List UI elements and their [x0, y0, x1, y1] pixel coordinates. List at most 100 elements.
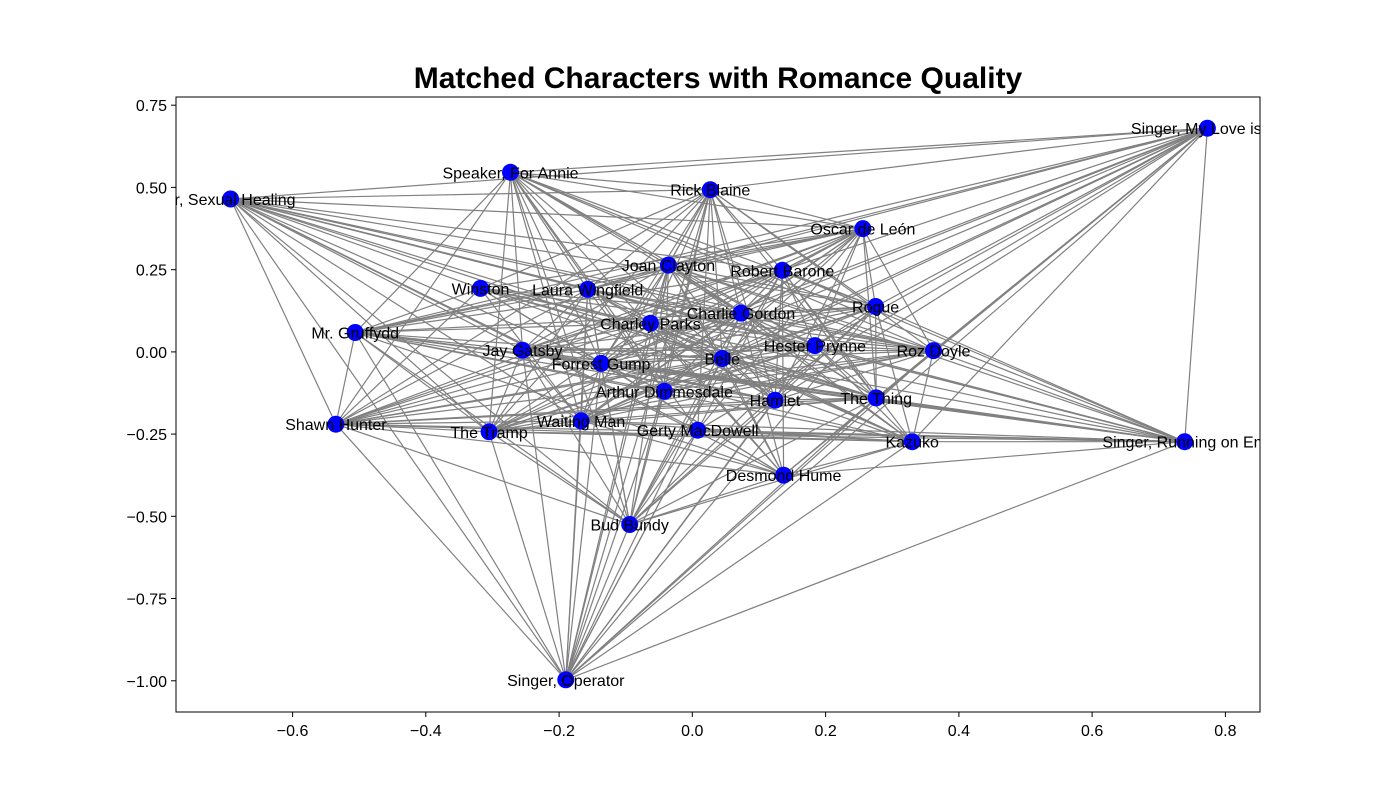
edges-layer — [230, 127, 1208, 681]
network-edge — [782, 269, 1185, 443]
network-edge — [355, 269, 783, 334]
network-edge — [911, 350, 935, 442]
network-edge — [709, 189, 742, 314]
network-edge — [876, 397, 1185, 443]
network-edge — [600, 322, 651, 364]
network-edge — [488, 350, 934, 433]
network-edge — [601, 362, 1185, 443]
network-edge — [565, 323, 651, 680]
y-tick-label: 0.50 — [136, 180, 167, 197]
network-edge — [629, 399, 776, 525]
node-label: Roz Doyle — [897, 344, 971, 361]
network-edge — [480, 189, 711, 289]
network-edge — [580, 363, 602, 422]
node-label: Belle — [705, 352, 741, 369]
network-edge — [740, 312, 934, 352]
network-node — [327, 415, 345, 433]
network-node — [766, 391, 784, 409]
network-edge — [230, 198, 602, 364]
network-node — [641, 314, 659, 332]
node-label: Jay Gatsby — [482, 343, 562, 360]
network-edge — [565, 306, 877, 681]
node-label: Mr. Gruffydd — [311, 326, 399, 343]
network-edge — [668, 264, 876, 308]
network-edge — [565, 429, 699, 681]
node-label: Charlie Gordon — [687, 306, 796, 323]
network-edge — [230, 198, 876, 308]
network-edge — [565, 441, 913, 681]
network-edge — [580, 189, 711, 422]
network-edge — [649, 322, 785, 476]
node-label: Bud Bundy — [591, 518, 669, 535]
network-node — [222, 190, 240, 208]
network-edge — [230, 198, 523, 351]
network-edge — [709, 189, 783, 271]
network-node — [579, 280, 597, 298]
network-edge — [230, 198, 337, 425]
network-edge — [783, 441, 1185, 476]
node-label: Winston — [452, 281, 510, 298]
network-edge — [587, 127, 1208, 290]
x-axis: −0.6 −0.4 −0.2 0.0 0.2 0.4 0.6 0.8 — [277, 712, 1237, 740]
node-label: Forrest Gump — [552, 356, 651, 373]
network-edge — [488, 345, 816, 433]
network-edge — [335, 332, 356, 425]
network-edge — [650, 312, 742, 324]
node-label: Singer, My Love is Yo — [1131, 121, 1284, 138]
node-label: The Tramp — [450, 425, 527, 442]
network-node — [689, 421, 707, 439]
network-edge — [587, 189, 711, 290]
network-edge — [740, 312, 816, 347]
network-edge — [230, 127, 1208, 200]
network-node — [1176, 433, 1194, 451]
node-label: Robert Barone — [730, 263, 834, 280]
network-edge — [580, 420, 784, 476]
network-edge — [335, 288, 588, 425]
network-edge — [355, 288, 588, 334]
network-edge — [335, 287, 481, 425]
node-label: Oscar de León — [810, 222, 915, 239]
network-edge — [721, 358, 785, 476]
network-edge — [814, 305, 876, 347]
network-edge — [600, 363, 631, 525]
network-edge — [650, 322, 934, 352]
network-edge — [587, 264, 669, 290]
network-node — [346, 324, 364, 341]
network-node — [854, 220, 872, 238]
node-label: Gerty MacDowell — [637, 423, 759, 440]
network-edge — [355, 312, 742, 334]
node-label: Desmond Hume — [726, 468, 842, 485]
network-edge — [668, 264, 934, 352]
network-node — [621, 516, 639, 533]
network-edge — [710, 127, 1208, 191]
network-edge — [581, 420, 1185, 443]
network-edge — [522, 345, 815, 351]
network-edge — [488, 357, 723, 433]
x-tick-label: 0.6 — [1081, 723, 1103, 740]
network-edge — [874, 306, 877, 398]
network-edge — [629, 312, 742, 525]
network-edge — [355, 287, 481, 334]
network-edge — [509, 172, 631, 525]
network-edge — [875, 127, 1208, 308]
x-tick-label: −0.6 — [277, 723, 309, 740]
y-tick-label: 0.00 — [136, 345, 167, 362]
network-node — [806, 337, 824, 355]
network-edge — [521, 350, 567, 680]
network-node — [655, 382, 673, 400]
network-edge — [488, 289, 589, 433]
network-edge — [649, 323, 665, 392]
network-node — [480, 423, 498, 441]
network-edge — [601, 357, 723, 364]
network-edge — [522, 349, 723, 360]
network-edge — [335, 189, 711, 425]
network-edge — [697, 429, 1185, 443]
network-edge — [335, 362, 602, 425]
network-edge — [488, 349, 524, 433]
network-node — [867, 389, 885, 407]
node-label: Shawn Hunter — [285, 417, 387, 434]
network-edge — [740, 312, 785, 476]
network-edge — [629, 441, 913, 526]
